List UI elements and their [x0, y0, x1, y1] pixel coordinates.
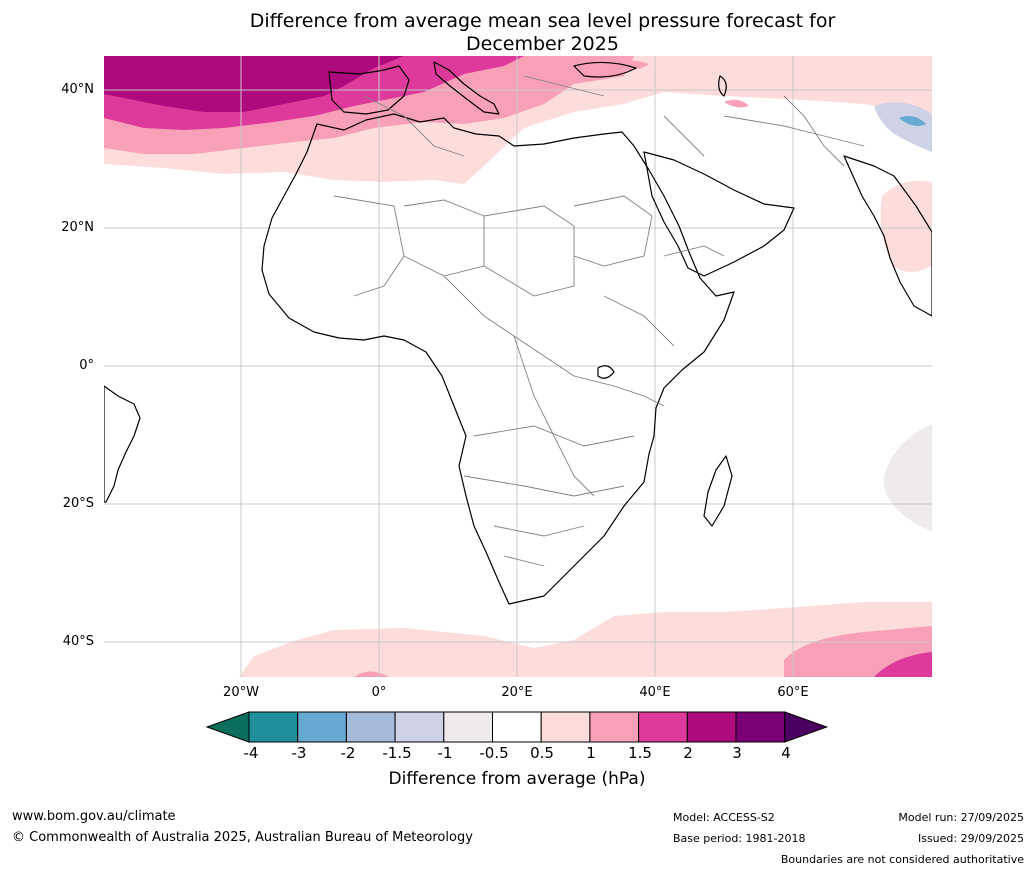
caspian-coastline [718, 75, 727, 97]
colorbar-tick: -4 [243, 744, 259, 762]
country-borders [333, 75, 865, 567]
black-sea-coastline [573, 61, 637, 78]
lat-label-20s: 20°S [62, 496, 94, 511]
madagascar-coastline [703, 455, 733, 527]
anomaly-region-indian-ocean-low [883, 424, 932, 532]
lake-victoria-coastline [597, 365, 615, 379]
lon-label-20e: 20°E [501, 685, 533, 700]
footer-disclaimer: Boundaries are not considered authoritat… [780, 853, 1024, 866]
lon-label-40e: 40°E [639, 685, 671, 700]
graticule [104, 56, 932, 677]
footer-copyright: © Commonwealth of Australia 2025, Austra… [12, 830, 473, 845]
colorbar-tick: 1 [586, 744, 596, 762]
iberia-coastline [328, 65, 410, 115]
anomaly-region-south-1p5 [874, 652, 932, 677]
anomaly-region-south-0p5 [239, 602, 932, 677]
colorbar-tick: -1.5 [382, 744, 412, 762]
colorbar-tick: 0.5 [530, 744, 554, 762]
colorbar-segment [492, 711, 542, 743]
colorbar-segment [297, 711, 347, 743]
title-line-1: Difference from average mean sea level p… [249, 10, 836, 32]
colorbar-tick: -1 [437, 744, 453, 762]
colorbar-segment [443, 711, 494, 743]
footer-website: www.bom.gov.au/climate [12, 809, 176, 824]
anomaly-region-himalaya-core [899, 116, 926, 126]
anomaly-region-himalaya [874, 102, 932, 152]
lat-label-0: 0° [79, 358, 94, 373]
india-coastline [843, 155, 932, 317]
map-panel [104, 56, 932, 677]
colorbar-segment [540, 711, 591, 743]
lat-label-40n: 40°N [61, 82, 94, 97]
colorbar [205, 711, 829, 743]
colorbar-tick: -2 [340, 744, 356, 762]
colorbar-segment [686, 711, 737, 743]
anomaly-region-india [880, 180, 932, 272]
lat-label-40s: 40°S [62, 634, 94, 649]
anomaly-region-east-1 [724, 99, 749, 108]
footer-model-run: Model run: 27/09/2025 [898, 811, 1024, 824]
title-line-2: December 2025 [466, 33, 619, 55]
colorbar-segment [589, 711, 640, 743]
chart-title: Difference from average mean sea level p… [60, 10, 1025, 56]
coastlines [104, 61, 932, 605]
colorbar-tick: 4 [781, 744, 791, 762]
lat-label-20n: 20°N [61, 220, 94, 235]
colorbar-tick: 1.5 [628, 744, 652, 762]
colorbar-segment [345, 711, 396, 743]
anomaly-region-south-small [354, 671, 389, 677]
colorbar-label: Difference from average (hPa) [388, 769, 646, 789]
footer-issued: Issued: 29/09/2025 [917, 832, 1024, 845]
colorbar-segment [735, 711, 786, 743]
colorbar-tick: -0.5 [479, 744, 509, 762]
italy-coastline [433, 61, 500, 115]
colorbar-segment [248, 711, 299, 743]
colorbar-extend-high [784, 711, 829, 743]
lon-label-0: 0° [371, 685, 387, 700]
arabia-coastline [643, 151, 795, 277]
map-svg [104, 56, 932, 677]
footer-base-period: Base period: 1981-2018 [673, 832, 806, 845]
africa-coastline [261, 113, 735, 605]
lon-label-20w: 20°W [223, 685, 259, 700]
colorbar-tick: -3 [291, 744, 307, 762]
anomaly-region-north-2 [104, 56, 404, 112]
colorbar-tick: 2 [683, 744, 693, 762]
colorbar-tick: 3 [732, 744, 742, 762]
footer-model: Model: ACCESS-S2 [673, 811, 775, 824]
south-america-coastline [104, 385, 141, 503]
colorbar-segment [638, 711, 688, 743]
colorbar-segment [394, 711, 445, 743]
lon-label-60e: 60°E [777, 685, 809, 700]
colorbar-extend-low [205, 711, 250, 743]
